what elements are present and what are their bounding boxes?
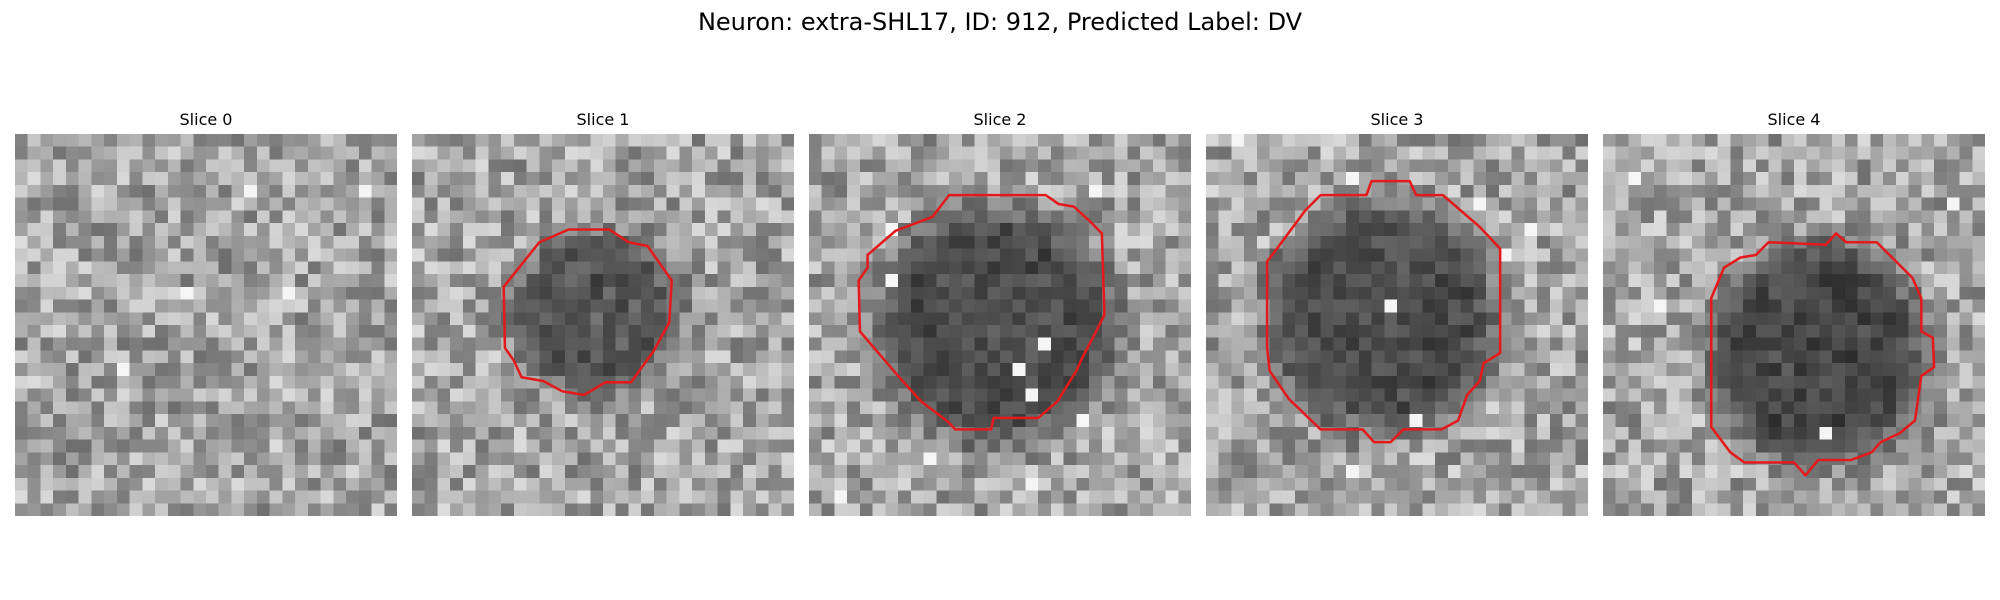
panel-slice-4: Slice 4 <box>1603 110 1985 520</box>
cell-contour <box>857 193 1106 431</box>
panel-slice-3: Slice 3 <box>1206 110 1588 520</box>
panel-slice-2: Slice 2 <box>809 110 1191 520</box>
cell-contour <box>502 228 674 397</box>
slice-image <box>412 134 794 516</box>
slice-image <box>809 134 1191 516</box>
slice-2-image <box>809 134 1191 516</box>
panel-title: Slice 2 <box>973 110 1027 129</box>
slice-4-image <box>1603 134 1985 516</box>
slice-image <box>1206 134 1588 516</box>
panel-title: Slice 4 <box>1767 110 1821 129</box>
panel-slice-1: Slice 1 <box>412 110 794 520</box>
slice-image <box>15 134 397 516</box>
panel-title: Slice 3 <box>1370 110 1424 129</box>
panel-title: Slice 0 <box>179 110 233 129</box>
figure-title: Neuron: extra-SHL17, ID: 912, Predicted … <box>697 8 1303 36</box>
panel-slice-0: Slice 0 <box>15 110 397 520</box>
panel-title: Slice 1 <box>576 110 630 129</box>
slice-3-image <box>1206 134 1588 516</box>
slice-image <box>1603 134 1985 516</box>
cell-contour <box>1709 232 1936 477</box>
slice-1-image <box>412 134 794 516</box>
slice-0-image <box>15 134 397 516</box>
cell-contour <box>1265 179 1502 444</box>
